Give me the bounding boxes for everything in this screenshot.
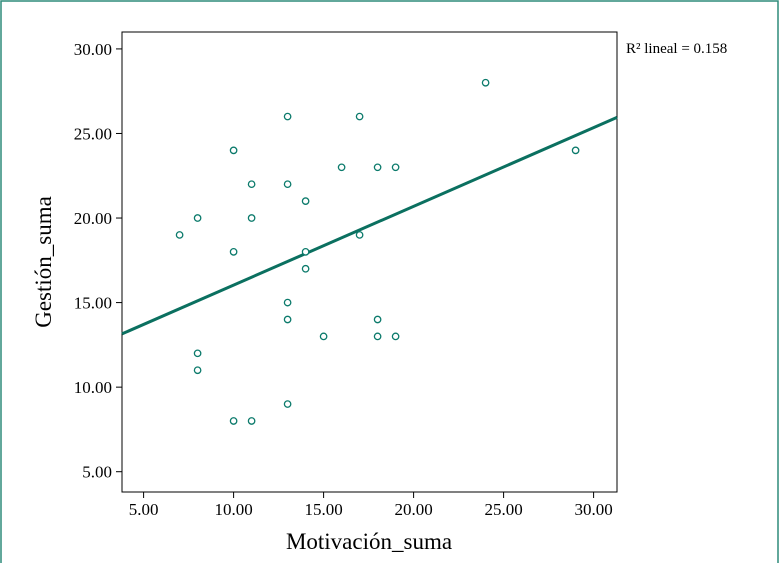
x-axis-label: Motivación_suma — [286, 529, 452, 554]
data-point — [301, 248, 310, 256]
data-point — [247, 180, 256, 189]
data-point — [283, 400, 292, 408]
data-points — [175, 78, 580, 425]
data-point — [283, 315, 292, 324]
x-tick-label: 15.00 — [304, 500, 342, 519]
data-point — [301, 264, 310, 273]
data-point — [175, 231, 184, 239]
data-point — [391, 163, 400, 172]
data-point — [373, 332, 382, 341]
data-point — [337, 163, 346, 172]
data-point — [301, 197, 310, 205]
data-point — [229, 417, 238, 425]
x-tick-label: 30.00 — [574, 500, 612, 519]
y-axis: 5.00 10.00 15.00 20.00 25.00 30.00 — [74, 40, 122, 482]
x-tick-label: 25.00 — [484, 500, 522, 519]
y-tick-label: 10.00 — [74, 378, 112, 397]
regression-line — [121, 116, 618, 336]
data-point — [193, 366, 202, 375]
x-tick-label: 10.00 — [214, 500, 252, 519]
data-point — [247, 214, 256, 222]
data-point — [193, 214, 202, 222]
data-point — [355, 112, 364, 121]
data-point — [373, 163, 382, 172]
y-tick-label: 20.00 — [74, 209, 112, 228]
y-tick-label: 25.00 — [74, 124, 112, 143]
data-point — [283, 112, 292, 121]
y-axis-label: Gestión_suma — [31, 196, 56, 328]
data-point — [247, 417, 256, 425]
plot-area — [121, 31, 618, 493]
data-point — [229, 248, 238, 256]
data-point — [283, 180, 292, 189]
data-point — [391, 332, 400, 341]
x-tick-label: 20.00 — [394, 500, 432, 519]
y-tick-label: 30.00 — [74, 40, 112, 59]
data-point — [283, 298, 292, 307]
x-axis: 5.00 10.00 15.00 20.00 25.00 30.00 — [129, 492, 613, 519]
data-point — [355, 231, 364, 239]
y-tick-label: 15.00 — [74, 294, 112, 313]
data-point — [229, 146, 238, 155]
data-point — [481, 78, 490, 87]
data-point — [193, 349, 202, 358]
r-squared-annotation: R² lineal = 0.158 — [626, 41, 727, 57]
x-tick-label: 5.00 — [129, 500, 159, 519]
data-point — [571, 146, 580, 155]
data-point — [373, 315, 382, 324]
y-tick-label: 5.00 — [82, 463, 112, 482]
data-point — [319, 332, 328, 341]
